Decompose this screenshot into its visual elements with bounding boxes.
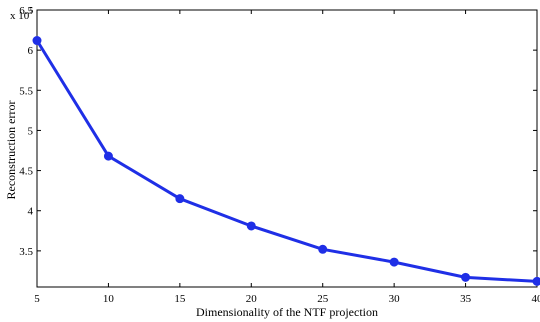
data-point	[32, 36, 42, 46]
series-layer	[32, 36, 540, 286]
y-tick-label: 5	[28, 125, 34, 137]
x-axis-label: Dimensionality of the NTF projection	[196, 305, 378, 319]
x-tick-label: 5	[34, 293, 40, 305]
data-point	[532, 276, 540, 286]
x-tick-label: 30	[389, 293, 401, 305]
data-point	[103, 151, 113, 161]
x-tick-label: 25	[317, 293, 329, 305]
data-point	[175, 194, 185, 204]
y-axis-label: Reconstruction error	[4, 101, 18, 200]
x-tick-label: 20	[246, 293, 258, 305]
data-point	[389, 257, 399, 267]
plot-area	[36, 9, 538, 288]
x-tick-label: 40	[532, 293, 540, 305]
x-tick-label: 15	[174, 293, 186, 305]
series-line	[35, 39, 538, 283]
x-tick-label: 35	[460, 293, 472, 305]
x-tick-label: 10	[103, 293, 115, 305]
data-point	[461, 272, 471, 282]
x-axis: 5 10 15 20 25 30 35 40	[34, 10, 540, 305]
data-point	[246, 221, 256, 231]
y-multiplier-exponent: 5	[29, 6, 33, 15]
y-tick-label: 4.5	[19, 166, 33, 178]
y-tick-label: 6.5	[19, 5, 33, 17]
y-axis: 3.5 4 4.5 5 5.5 6 6.5	[19, 5, 537, 258]
y-tick-label: 5.5	[19, 85, 33, 97]
y-tick-label: 6	[28, 45, 34, 57]
y-tick-label: 4	[28, 206, 34, 218]
data-point	[318, 244, 328, 254]
y-multiplier-label: x 105	[10, 6, 33, 22]
y-tick-label: 3.5	[19, 246, 33, 258]
